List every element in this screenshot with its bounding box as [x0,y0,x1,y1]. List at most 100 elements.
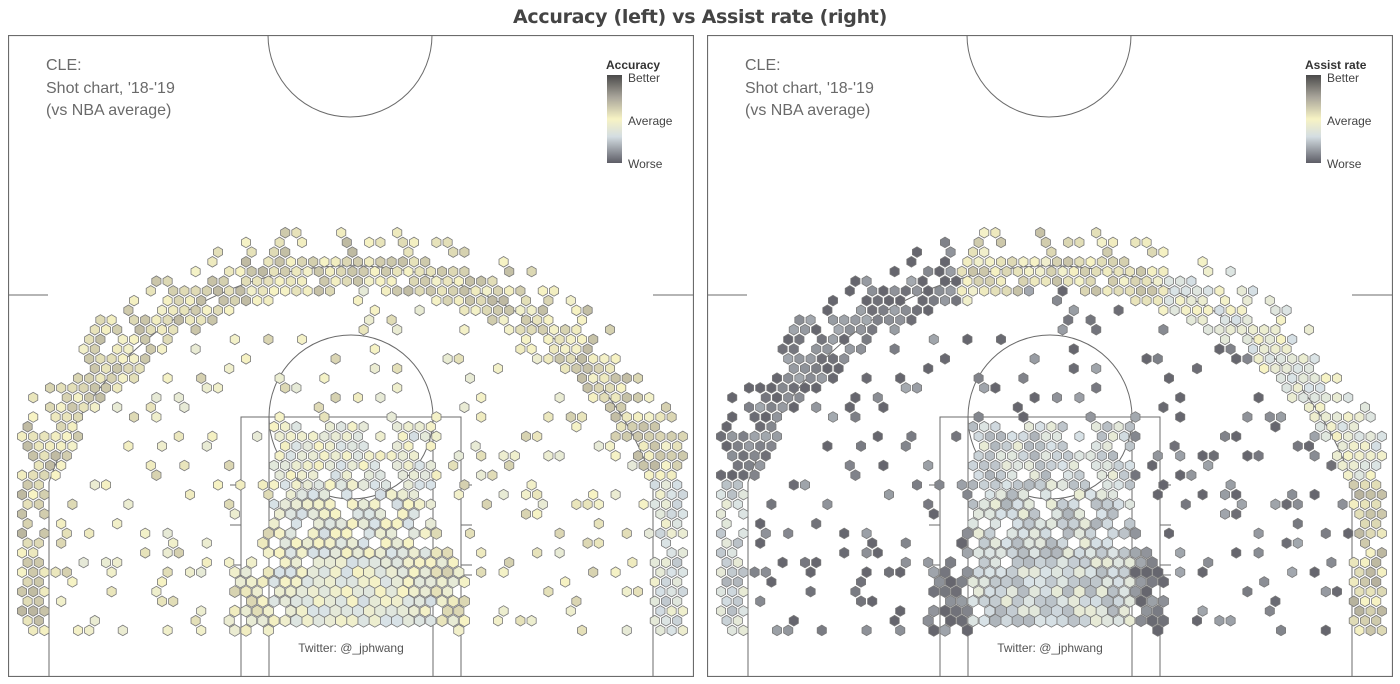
hexbin-cell [1146,556,1158,569]
hexbin-cell [1007,256,1018,268]
hexbin-cell [1203,265,1214,278]
hexbin-cell [241,236,251,249]
hexbin-cell [207,314,218,326]
hexbin-cell [738,566,749,578]
hexbin-cell [381,479,391,491]
hexbin-cell [414,265,425,278]
hexbin-cell [185,488,195,501]
hexbin-cell [800,382,810,394]
hexbin-cell [1035,265,1046,278]
hexbin-cell [1001,285,1012,297]
hexbin-cell [1298,391,1309,404]
hexbin-cell [521,294,531,307]
hexbin-cell [1365,566,1376,578]
hexbin-cell [1337,459,1348,472]
hexbin-cell [151,411,162,423]
hexbin-cell [1130,275,1141,287]
hexbin-cell [240,585,252,598]
hexbin-cell [190,285,201,297]
hexbin-cell [961,604,973,618]
hexbin-cell [129,353,139,365]
hexbin-cell [1371,595,1382,608]
hexbin-cell [1091,285,1102,297]
hexbin-cell [716,585,726,598]
hexbin-cell [1135,556,1147,569]
hexbin-cell [1101,556,1113,569]
hexbin-cell [627,556,638,569]
hexbin-cell [672,517,683,530]
hexbin-cell [788,362,799,375]
hexbin-cell [1231,547,1242,559]
hexbin-cell [235,285,246,297]
hexbin-cell [1046,246,1057,258]
hexbin-cell [318,527,330,540]
hexbin-cell [386,450,397,462]
hexbin-cell [1057,265,1068,278]
hexbin-cell [101,362,111,375]
hexbin-cell [1197,605,1208,617]
hexbin-cell [1264,333,1275,346]
hexbin-cell [1354,605,1365,617]
hexbin-cell [157,595,167,608]
hexbin-cell [487,469,498,481]
hexbin-cell [565,605,576,617]
hexbin-cell [861,527,872,540]
hexbin-cell [638,440,649,452]
hexbin-cell [229,294,240,307]
hexbin-cell [89,362,100,375]
hexbin-cell [889,265,900,278]
hexbin-cell [61,430,72,443]
hexbin-cell [346,478,358,492]
hexbin-cell [1057,459,1068,472]
hexbin-cell [1096,565,1108,579]
hexbin-cell [968,479,978,491]
hexbin-cell [1281,362,1292,375]
hexbin-cell [487,275,498,287]
hexbin-cell [543,294,554,307]
hexbin-cell [884,566,894,578]
hexbin-cell [956,575,968,589]
hexbin-cell [313,536,325,550]
hexbin-cell [906,256,917,268]
hexbin-cell [308,469,319,481]
hexbin-cell [788,401,799,414]
hexbin-cell [968,265,978,278]
hexbin-cell [190,265,201,278]
hexbin-cell [738,508,749,520]
hexbin-cell [17,566,27,578]
hexbin-cell [1130,411,1141,423]
hexbin-cell [1220,488,1230,501]
hexbin-cell [173,294,184,307]
hexbin-cell [324,517,336,531]
hexbin-cell [28,605,39,617]
hexbin-cell [805,353,816,365]
hexbin-cell [1129,565,1141,579]
hexbin-cell [246,594,258,608]
hexbin-cell [1124,575,1136,589]
hexbin-cell [1102,440,1113,452]
hexbin-cell [123,498,134,511]
hexbin-cell [644,469,655,481]
hexbin-cell [1113,304,1124,317]
hexbin-cell [285,604,297,618]
hexbin-cell [78,382,89,394]
hexbin-cell [358,517,370,531]
hexbin-cell [900,556,911,569]
hexbin-cell [1231,508,1242,520]
hexbin-cell [616,420,627,433]
hexbin-cell [459,401,470,414]
hexbin-cell [224,285,235,297]
hexbin-cell [856,343,866,355]
hexbin-cell [1102,479,1113,491]
hexbin-cell [1012,285,1023,297]
hexbin-cell [1035,420,1046,433]
hexbin-cell [263,294,274,307]
hexbin-cell [290,575,302,589]
hexbin-cell [1062,527,1074,540]
hexbin-cell [453,488,464,501]
hexbin-cell [1304,382,1314,394]
hexbin-cell [816,624,827,637]
hexbin-cell [1371,459,1382,472]
hexbin-cell [1360,517,1370,530]
hexbin-cell [319,256,330,268]
